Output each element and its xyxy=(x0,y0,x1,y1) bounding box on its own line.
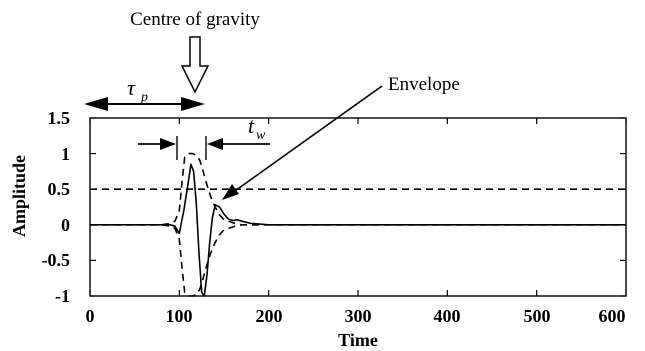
centre-of-gravity-arrow-icon xyxy=(180,36,210,94)
tau-p-subscript: p xyxy=(140,90,148,105)
envelope-pointer-head-icon xyxy=(222,184,239,200)
tw-subscript: w xyxy=(256,128,266,143)
tau-p-arrow-right-head-icon xyxy=(181,97,205,111)
x-tick-label-400: 400 xyxy=(434,306,461,326)
x-tick-label-0: 0 xyxy=(86,306,95,326)
y-tick-label-1.5: 1.5 xyxy=(48,108,71,128)
x-tick-label-100: 100 xyxy=(166,306,193,326)
y-tick-label-1: 1 xyxy=(61,144,70,164)
y-tick-label-0.5: 0.5 xyxy=(48,179,71,199)
y-tick-label-0: 0 xyxy=(61,215,70,235)
envelope-label: Envelope xyxy=(388,74,460,95)
series-line-0 xyxy=(90,163,626,297)
y-tick-label-neg0.5: -0.5 xyxy=(42,250,71,270)
x-tick-label-600: 600 xyxy=(599,306,626,326)
y-tick-label-neg1: -1 xyxy=(55,286,70,306)
y-axis-title: Amplitude xyxy=(9,155,29,237)
tau-p-symbol: τ xyxy=(127,75,136,100)
x-tick-label-500: 500 xyxy=(524,306,551,326)
envelope-pointer-line xyxy=(231,85,383,194)
tw-right-arrow-head-icon xyxy=(207,138,223,150)
series-lines xyxy=(90,152,626,297)
tw-left-arrow-head-icon xyxy=(160,138,176,150)
centre-of-gravity-label: Centre of gravity xyxy=(130,9,260,30)
x-tick-label-200: 200 xyxy=(256,306,283,326)
series-line-2 xyxy=(90,224,626,297)
x-tick-label-300: 300 xyxy=(345,306,372,326)
plot-frame xyxy=(89,117,627,297)
x-axis-title: Time xyxy=(338,330,378,350)
tau-p-arrow-left-head-icon xyxy=(84,97,108,111)
tw-symbol: t xyxy=(248,113,255,138)
